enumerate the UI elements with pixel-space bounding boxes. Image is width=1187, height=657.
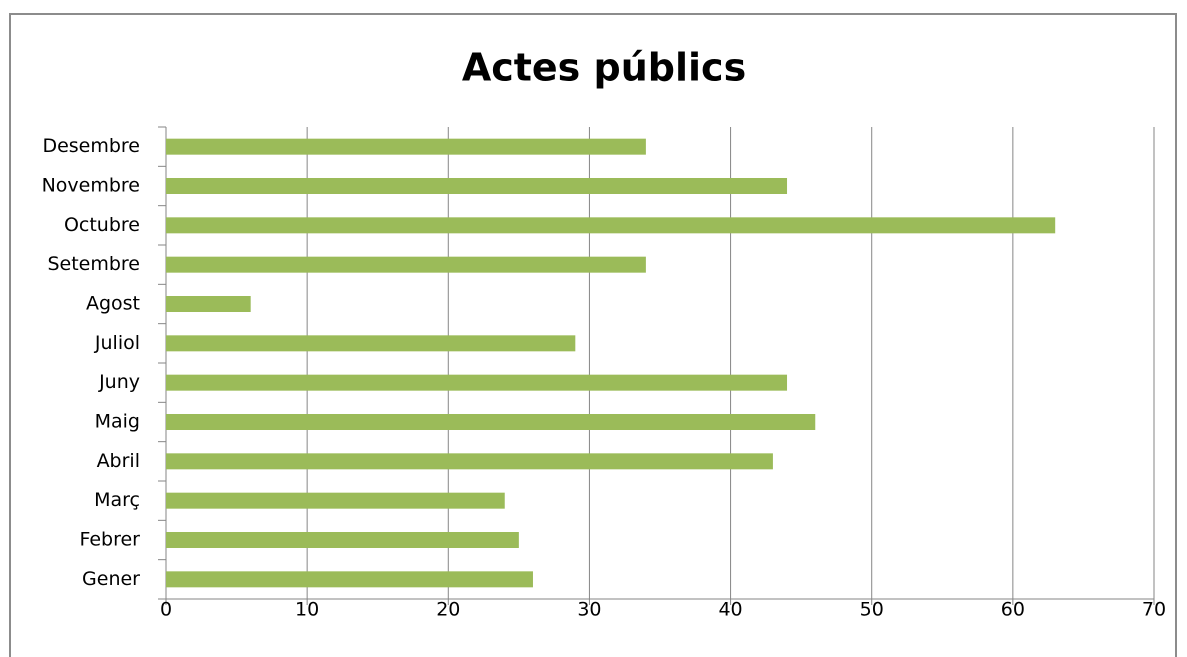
bar <box>166 571 533 588</box>
bar <box>166 532 519 548</box>
bar <box>166 335 576 352</box>
y-tick-label: Desembre <box>42 135 140 157</box>
x-tick-label: 70 <box>1142 599 1166 621</box>
x-tick-label: 0 <box>160 599 172 621</box>
bar <box>166 138 646 155</box>
y-tick-label: Agost <box>86 293 140 315</box>
bar <box>166 374 788 391</box>
bar <box>166 414 816 430</box>
y-tick-label: Març <box>94 489 140 511</box>
y-tick-label: Maig <box>95 411 140 433</box>
y-tick-label: Novembre <box>42 175 140 197</box>
y-tick-label: Febrer <box>79 529 140 551</box>
y-tick-label: Gener <box>82 568 140 590</box>
x-tick-label: 30 <box>577 599 601 621</box>
bar <box>166 256 646 273</box>
y-tick-label: Setembre <box>47 253 140 275</box>
y-tick-label: Octubre <box>64 214 140 236</box>
y-tick-label: Juliol <box>94 332 140 354</box>
bar <box>166 492 505 509</box>
x-tick-label: 20 <box>436 599 460 621</box>
y-tick-label: Juny <box>98 371 140 393</box>
x-tick-label: 10 <box>295 599 319 621</box>
x-tick-label: 40 <box>718 599 742 621</box>
bar <box>166 296 251 312</box>
bar <box>166 178 788 194</box>
chart-title: Actes públics <box>462 46 746 90</box>
bar <box>166 217 1056 234</box>
bar <box>166 453 773 470</box>
x-tick-label: 60 <box>1001 599 1025 621</box>
y-tick-label: Abril <box>97 450 140 472</box>
x-tick-label: 50 <box>860 599 884 621</box>
